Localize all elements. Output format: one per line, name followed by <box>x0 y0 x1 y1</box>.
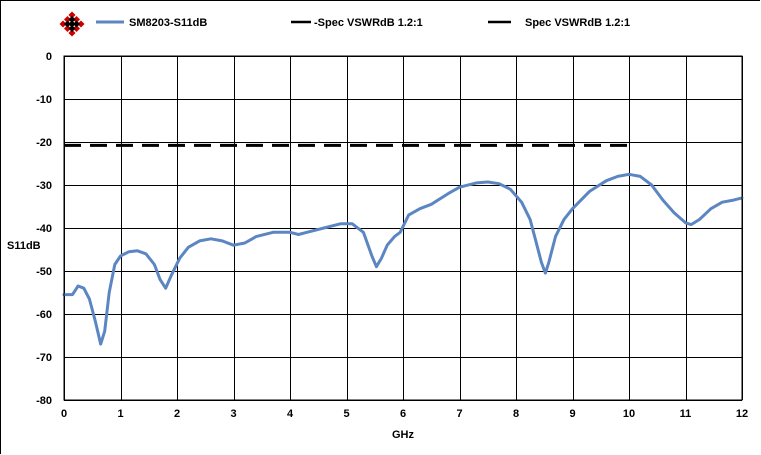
y-axis-ticks: 0 -10 -20 -30 -40 -50 -60 -70 -80 <box>36 51 52 407</box>
x-tick-label: 4 <box>287 408 294 420</box>
legend-label-0: SM8203-S11dB <box>129 17 207 29</box>
legend-label-1: -Spec VSWRdB 1.2:1 <box>314 17 423 29</box>
logo-cell <box>72 20 81 28</box>
y-tick-label: 0 <box>46 51 52 63</box>
series-line-0 <box>62 172 744 346</box>
y-axis-title: S11dB <box>7 240 41 252</box>
x-tick-label: 8 <box>513 408 519 420</box>
x-tick-label: 9 <box>569 408 575 420</box>
red-diamond-logo <box>59 11 85 37</box>
logo-cell <box>68 24 76 33</box>
x-tick-label: 5 <box>343 408 349 420</box>
y-tick-label: -80 <box>36 395 52 407</box>
x-tick-label: 6 <box>400 408 406 420</box>
x-tick-label: 10 <box>623 408 635 420</box>
x-tick-label: 1 <box>117 408 123 420</box>
x-axis-ticks: 0 1 2 3 4 5 6 7 8 9 10 11 12 <box>61 408 748 420</box>
y-tick-label: -10 <box>36 94 52 106</box>
series-layer <box>62 143 744 346</box>
x-tick-label: 12 <box>736 408 748 420</box>
legend: SM8203-S11dB -Spec VSWRdB 1.2:1 Spec VSWRd… <box>59 11 630 37</box>
x-axis-title: GHz <box>392 429 415 441</box>
y-tick-label: -20 <box>36 137 52 149</box>
logo-cell <box>68 15 76 24</box>
y-tick-label: -50 <box>36 266 52 278</box>
y-tick-label: -70 <box>36 352 52 364</box>
x-tick-label: 3 <box>230 408 236 420</box>
x-tick-label: 11 <box>680 408 692 420</box>
logo-cell <box>63 20 72 28</box>
legend-label-2: Spec VSWRdB 1.2:1 <box>525 17 630 29</box>
x-tick-label: 7 <box>456 408 462 420</box>
y-tick-label: -30 <box>36 180 52 192</box>
plot-area <box>62 55 744 401</box>
x-tick-label: 2 <box>174 408 180 420</box>
plot-border <box>63 55 743 401</box>
y-tick-label: -40 <box>36 223 52 235</box>
y-tick-label: -60 <box>36 309 52 321</box>
x-tick-label: 0 <box>61 408 67 420</box>
